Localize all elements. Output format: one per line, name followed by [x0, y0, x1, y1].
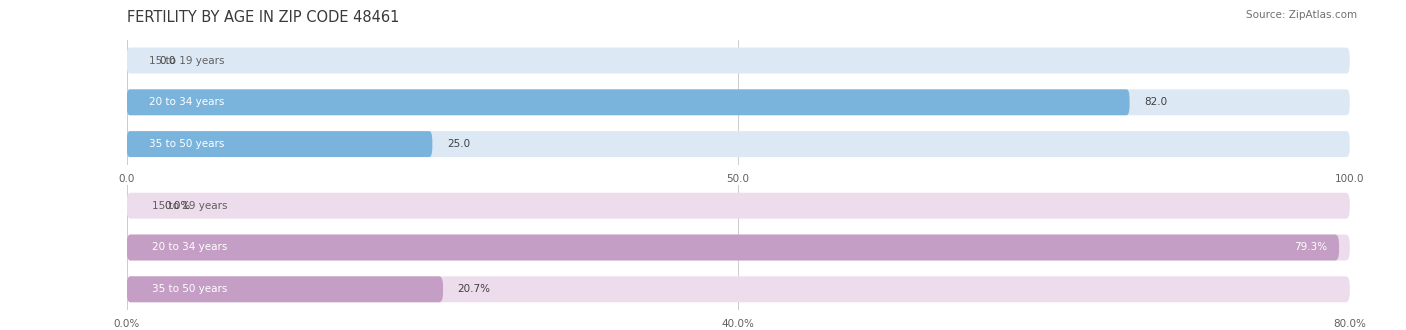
FancyBboxPatch shape [127, 89, 1129, 115]
Text: 25.0: 25.0 [447, 139, 470, 149]
Text: 15 to 19 years: 15 to 19 years [149, 55, 224, 65]
Text: 82.0: 82.0 [1144, 97, 1167, 107]
Text: 20 to 34 years: 20 to 34 years [149, 97, 224, 107]
Text: FERTILITY BY AGE IN ZIP CODE 48461: FERTILITY BY AGE IN ZIP CODE 48461 [127, 10, 399, 25]
FancyBboxPatch shape [127, 48, 1350, 74]
FancyBboxPatch shape [127, 276, 443, 302]
Text: 79.3%: 79.3% [1294, 243, 1327, 252]
Text: Source: ZipAtlas.com: Source: ZipAtlas.com [1246, 10, 1357, 20]
FancyBboxPatch shape [127, 276, 1350, 302]
FancyBboxPatch shape [127, 89, 1350, 115]
Text: 0.0%: 0.0% [165, 201, 190, 211]
Text: 20.7%: 20.7% [458, 284, 491, 294]
FancyBboxPatch shape [127, 235, 1339, 260]
Text: 35 to 50 years: 35 to 50 years [149, 139, 224, 149]
FancyBboxPatch shape [127, 193, 1350, 219]
FancyBboxPatch shape [127, 131, 1350, 157]
Text: 0.0: 0.0 [159, 55, 176, 65]
FancyBboxPatch shape [127, 131, 433, 157]
Text: 35 to 50 years: 35 to 50 years [152, 284, 226, 294]
Text: 20 to 34 years: 20 to 34 years [152, 243, 226, 252]
Text: 15 to 19 years: 15 to 19 years [152, 201, 228, 211]
FancyBboxPatch shape [127, 235, 1350, 260]
